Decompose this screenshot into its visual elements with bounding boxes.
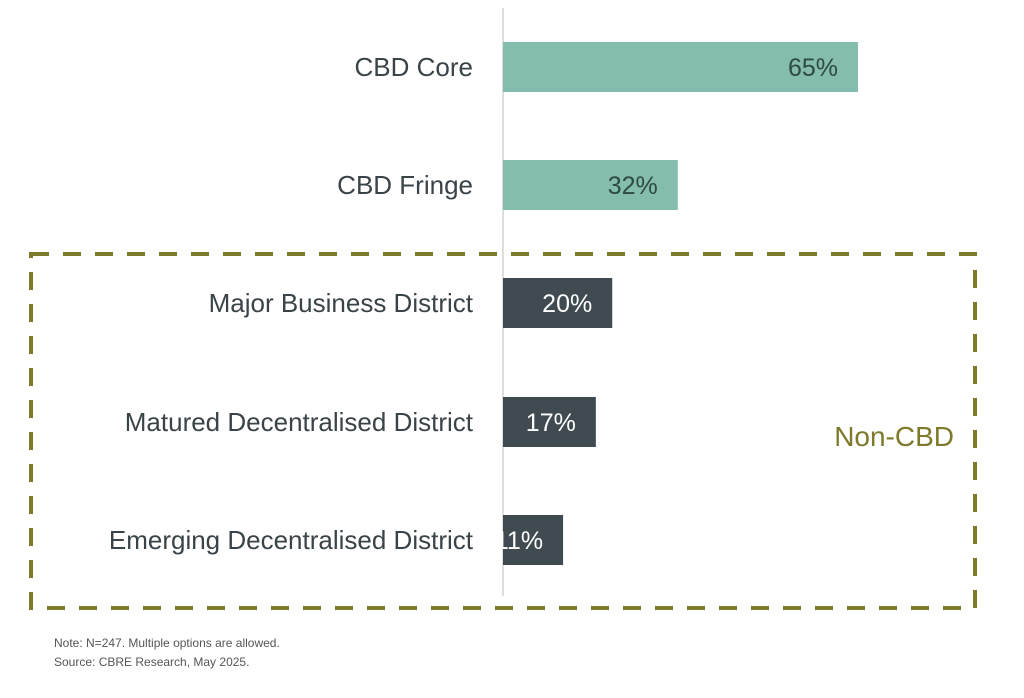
- bar-3: [503, 397, 596, 447]
- data-label: 65%: [788, 54, 838, 82]
- category-label: CBD Fringe: [337, 170, 473, 200]
- non-cbd-box: [29, 252, 977, 610]
- bar-2: [503, 278, 613, 328]
- bar-1: [503, 160, 678, 210]
- category-label: Major Business District: [209, 288, 474, 318]
- category-label: CBD Core: [355, 52, 473, 82]
- bar-0: [503, 42, 858, 92]
- data-label: 11%: [495, 527, 543, 555]
- footnote-note: Note: N=247. Multiple options are allowe…: [54, 636, 280, 650]
- bar-4: [503, 515, 564, 565]
- category-label: Emerging Decentralised District: [109, 525, 474, 555]
- data-label: 17%: [526, 409, 576, 437]
- non-cbd-label: Non-CBD: [834, 421, 954, 452]
- category-label: Matured Decentralised District: [125, 407, 474, 437]
- data-label: 20%: [542, 290, 592, 318]
- footnote-source: Source: CBRE Research, May 2025.: [54, 655, 250, 669]
- data-label: 32%: [608, 172, 658, 200]
